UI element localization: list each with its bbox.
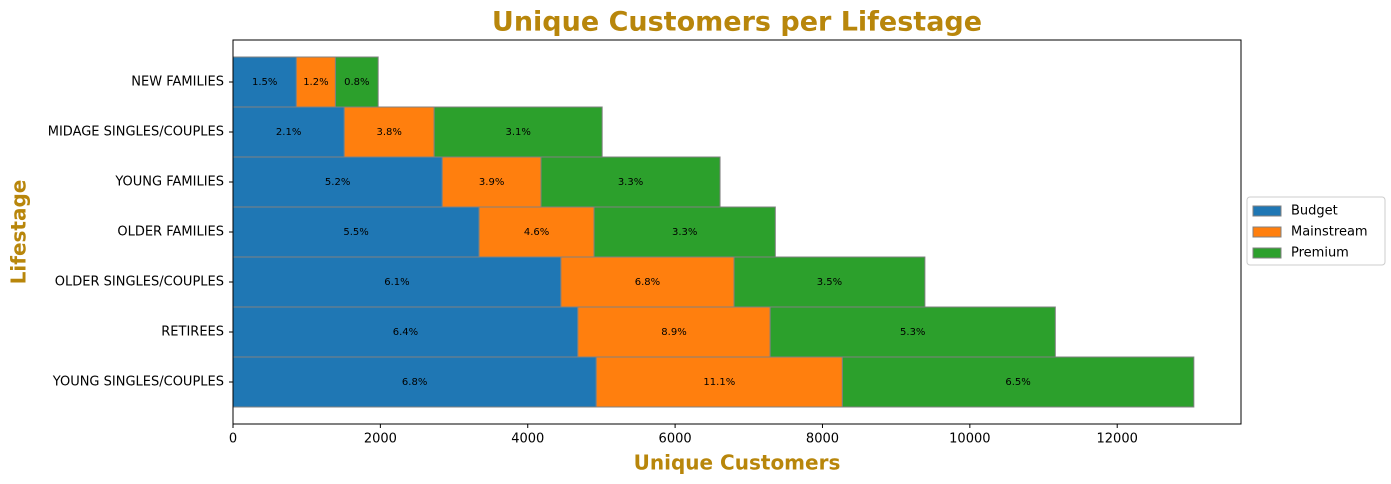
y-tick-label: NEW FAMILIES [131, 75, 224, 90]
percent-label: 5.3% [900, 327, 925, 338]
percent-label: 1.2% [303, 77, 328, 88]
bar-segment [560, 256, 735, 308]
percent-label: 6.4% [393, 327, 418, 338]
percent-label: 2.1% [276, 127, 301, 138]
bar-segment [232, 206, 480, 258]
percent-label: 6.1% [384, 277, 409, 288]
x-tick-label: 8000 [806, 432, 839, 447]
legend-label: Mainstream [1291, 225, 1368, 240]
percent-label: 6.8% [635, 277, 660, 288]
x-tick-label: 10000 [949, 432, 990, 447]
x-tick-label: 0 [229, 432, 237, 447]
bar-segment [232, 156, 443, 208]
percent-label: 1.5% [252, 77, 277, 88]
bar-segment [540, 156, 721, 208]
y-tick-label: MIDAGE SINGLES/COUPLES [48, 125, 224, 140]
legend-swatch [1252, 205, 1282, 217]
chart-title: Unique Customers per Lifestage [492, 7, 982, 38]
percent-label: 3.1% [505, 127, 530, 138]
bar-segment [593, 206, 776, 258]
legend-label: Premium [1291, 246, 1349, 261]
bar-segment [841, 356, 1195, 408]
plot-area: 0 2000 4000 6000 8000 10000 12000 NEW FAMILIES 1… [48, 56, 1195, 447]
bar-segment [433, 106, 603, 158]
percent-label: 11.1% [703, 377, 735, 388]
legend-swatch [1252, 226, 1282, 238]
percent-label: 4.6% [524, 227, 549, 238]
bar-segment [232, 256, 562, 308]
y-tick-label: YOUNG FAMILIES [114, 175, 224, 190]
x-tick-label: 12000 [1097, 432, 1138, 447]
y-tick-label: OLDER SINGLES/COUPLES [55, 275, 224, 290]
x-tick-label: 6000 [659, 432, 692, 447]
plot-frame [232, 39, 1242, 425]
bar-segment [343, 106, 435, 158]
percent-label: 3.5% [817, 277, 842, 288]
percent-label: 0.8% [344, 77, 369, 88]
percent-label: 3.3% [672, 227, 697, 238]
bar-segment [441, 156, 542, 208]
y-axis-label: Lifestage [7, 180, 31, 285]
bar-segment [232, 106, 345, 158]
percent-label: 8.9% [661, 327, 686, 338]
percent-label: 5.5% [343, 227, 368, 238]
x-tick-label: 4000 [511, 432, 544, 447]
percent-label: 6.5% [1005, 377, 1030, 388]
percent-label: 3.9% [479, 177, 504, 188]
percent-label: 6.8% [402, 377, 427, 388]
bar-segment [595, 356, 843, 408]
bar-segment [478, 206, 595, 258]
x-tick-label: 2000 [364, 432, 397, 447]
bar-segment [769, 306, 1056, 358]
bar-segment [232, 356, 597, 408]
x-axis-label: Unique Customers [634, 451, 841, 475]
y-tick-label: OLDER FAMILIES [117, 225, 224, 240]
legend: Budget Mainstream Premium [1246, 196, 1386, 266]
percent-label: 3.8% [377, 127, 402, 138]
bar-segment [295, 56, 336, 108]
legend-label: Budget [1291, 204, 1338, 219]
y-tick-label: RETIREES [161, 325, 224, 340]
percent-label: 3.3% [618, 177, 643, 188]
y-tick-label: YOUNG SINGLES/COUPLES [52, 375, 224, 390]
legend-swatch [1252, 247, 1282, 259]
percent-label: 5.2% [325, 177, 350, 188]
